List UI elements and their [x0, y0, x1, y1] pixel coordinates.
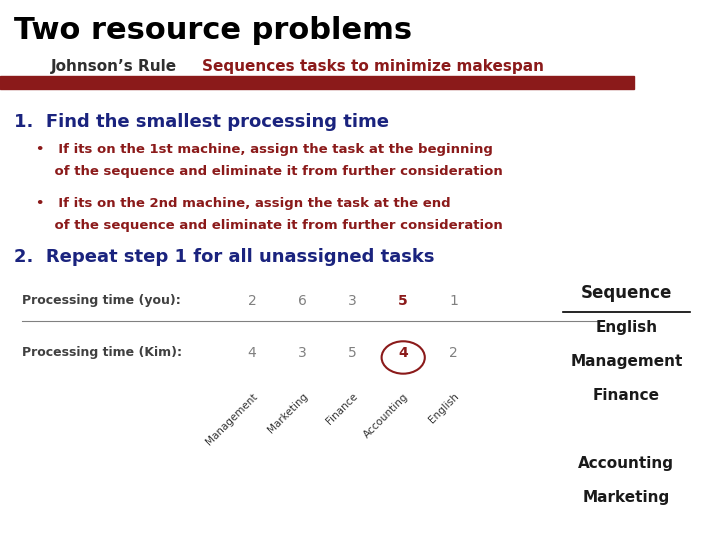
Text: Johnson’s Rule: Johnson’s Rule: [50, 59, 176, 75]
Text: Marketing: Marketing: [582, 490, 670, 505]
Text: 1.  Find the smallest processing time: 1. Find the smallest processing time: [14, 113, 390, 131]
Text: Sequences tasks to minimize makespan: Sequences tasks to minimize makespan: [202, 59, 544, 75]
Text: Accounting: Accounting: [362, 392, 410, 440]
Text: Finance: Finance: [325, 392, 360, 427]
Text: 2.  Repeat step 1 for all unassigned tasks: 2. Repeat step 1 for all unassigned task…: [14, 248, 435, 266]
Text: 4: 4: [248, 346, 256, 360]
Text: 6: 6: [298, 294, 307, 308]
Text: 2: 2: [449, 346, 458, 360]
Text: 2: 2: [248, 294, 256, 308]
Text: English: English: [595, 320, 657, 335]
Text: Management: Management: [204, 392, 259, 447]
FancyBboxPatch shape: [0, 76, 634, 89]
Text: 5: 5: [348, 346, 357, 360]
Text: of the sequence and eliminate it from further consideration: of the sequence and eliminate it from fu…: [36, 165, 503, 178]
Text: Sequence: Sequence: [581, 284, 672, 301]
Text: Two resource problems: Two resource problems: [14, 16, 413, 45]
Text: English: English: [427, 392, 461, 426]
Text: 4: 4: [398, 346, 408, 360]
Text: of the sequence and eliminate it from further consideration: of the sequence and eliminate it from fu…: [36, 219, 503, 232]
Text: Accounting: Accounting: [578, 456, 675, 471]
Text: Management: Management: [570, 354, 683, 369]
Text: 5: 5: [398, 294, 408, 308]
Text: Marketing: Marketing: [266, 392, 310, 435]
Text: •   If its on the 2nd machine, assign the task at the end: • If its on the 2nd machine, assign the …: [36, 197, 451, 210]
Text: •   If its on the 1st machine, assign the task at the beginning: • If its on the 1st machine, assign the …: [36, 143, 493, 156]
Text: Finance: Finance: [593, 388, 660, 403]
Text: 1: 1: [449, 294, 458, 308]
Text: 3: 3: [348, 294, 357, 308]
Text: Processing time (you):: Processing time (you):: [22, 294, 180, 307]
Text: Processing time (Kim):: Processing time (Kim):: [22, 346, 181, 359]
Text: 3: 3: [298, 346, 307, 360]
